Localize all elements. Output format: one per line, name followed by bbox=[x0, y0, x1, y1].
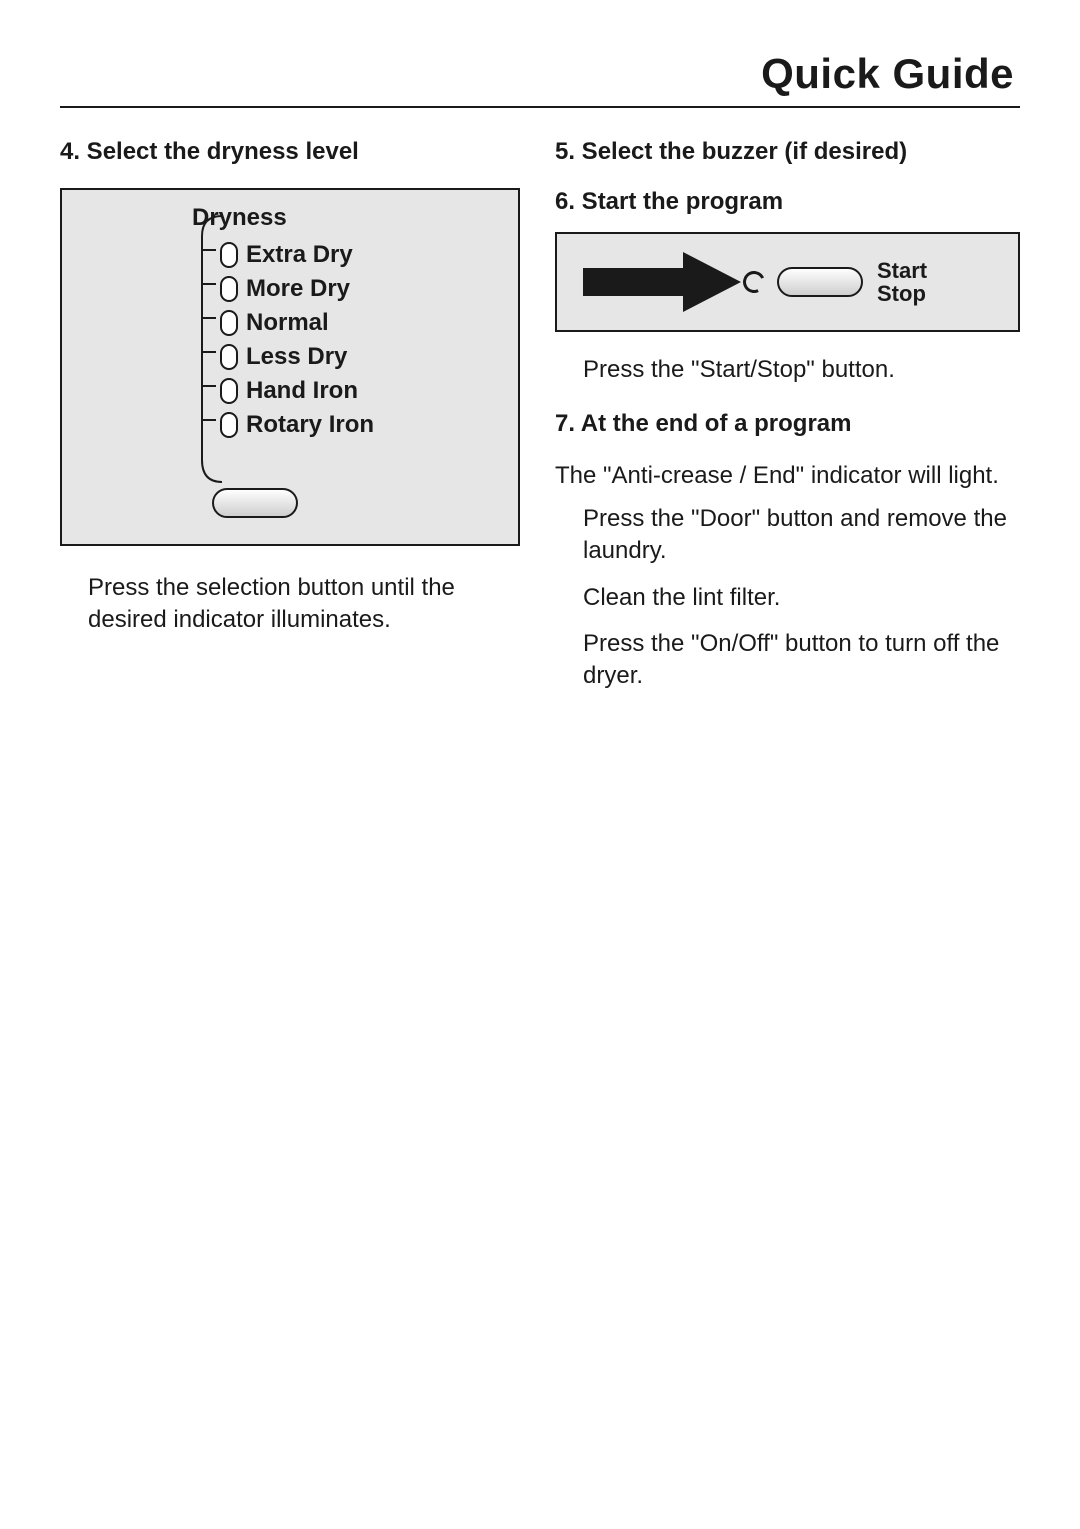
dryness-option: Normal bbox=[220, 306, 518, 340]
indicator-light bbox=[220, 242, 238, 268]
start-label-line2: Stop bbox=[877, 282, 927, 305]
left-column: 4. Select the dryness level Dryness Extr… bbox=[60, 138, 525, 707]
step7-intro: The "Anti-crease / End" indicator will l… bbox=[555, 460, 1020, 492]
dryness-option-label: Rotary Iron bbox=[246, 411, 374, 439]
step7-substep: Press the "Door" button and remove the l… bbox=[555, 503, 1020, 568]
dryness-options: Extra Dry More Dry Normal Less Dry Hand Iron… bbox=[192, 238, 518, 442]
start-panel: Start Stop bbox=[555, 232, 1020, 332]
dryness-option: Rotary Iron bbox=[220, 408, 518, 442]
step6-heading: 6. Start the program bbox=[555, 188, 1020, 216]
start-stop-button[interactable] bbox=[777, 267, 863, 297]
dryness-option-label: Extra Dry bbox=[246, 241, 353, 269]
indicator-light bbox=[220, 412, 238, 438]
start-led-icon bbox=[740, 268, 768, 296]
step4-instruction: Press the selection button until the des… bbox=[60, 572, 525, 637]
dryness-option: Extra Dry bbox=[220, 238, 518, 272]
start-label-line1: Start bbox=[877, 259, 927, 282]
dryness-option: Hand Iron bbox=[220, 374, 518, 408]
step6-instruction: Press the "Start/Stop" button. bbox=[555, 354, 1020, 386]
dryness-panel: Dryness Extra Dry More Dry Normal Less Dry H… bbox=[60, 188, 520, 546]
step7-substep: Clean the lint filter. bbox=[555, 582, 1020, 614]
start-stop-label: Start Stop bbox=[877, 259, 927, 305]
step5-heading: 5. Select the buzzer (if desired) bbox=[555, 138, 1020, 166]
right-arrow-icon bbox=[583, 252, 743, 312]
dryness-option-label: Less Dry bbox=[246, 343, 347, 371]
indicator-light bbox=[220, 276, 238, 302]
dryness-title: Dryness bbox=[192, 204, 518, 232]
step7-heading: 7. At the end of a program bbox=[555, 410, 1020, 438]
page-title: Quick Guide bbox=[60, 50, 1014, 98]
dryness-option: Less Dry bbox=[220, 340, 518, 374]
step7-substep: Press the "On/Off" button to turn off th… bbox=[555, 628, 1020, 693]
indicator-light bbox=[220, 310, 238, 336]
dryness-option: More Dry bbox=[220, 272, 518, 306]
title-rule bbox=[60, 106, 1020, 108]
dryness-option-label: Hand Iron bbox=[246, 377, 358, 405]
dryness-select-button[interactable] bbox=[212, 488, 298, 518]
dryness-option-label: Normal bbox=[246, 309, 329, 337]
indicator-light bbox=[220, 344, 238, 370]
right-column: 5. Select the buzzer (if desired) 6. Sta… bbox=[555, 138, 1020, 707]
step7-substeps: Press the "Door" button and remove the l… bbox=[555, 503, 1020, 693]
step4-heading: 4. Select the dryness level bbox=[60, 138, 525, 166]
indicator-light bbox=[220, 378, 238, 404]
dryness-option-label: More Dry bbox=[246, 275, 350, 303]
